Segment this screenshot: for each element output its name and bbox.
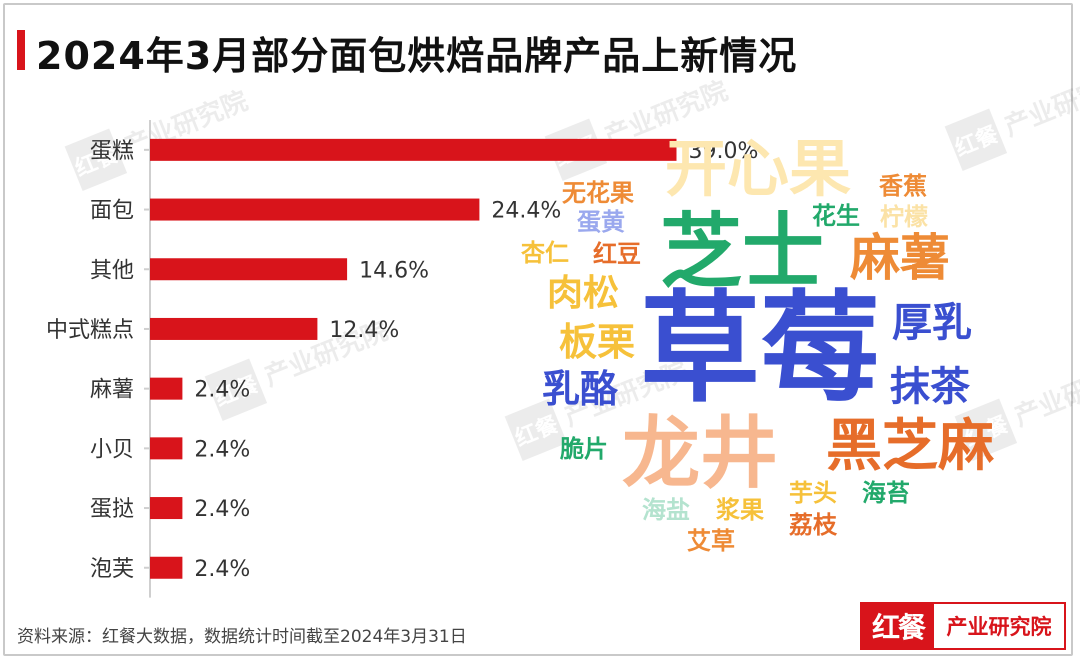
bar	[150, 258, 348, 281]
word-cloud-word: 黑芝麻	[826, 414, 994, 479]
category-label: 泡芙	[90, 557, 134, 582]
value-label: 12.4%	[329, 318, 399, 343]
source-note: 资料来源：红餐大数据，数据统计时间截至2024年3月31日	[17, 627, 467, 647]
word-cloud-word: 开心果	[665, 132, 851, 205]
category-label: 其他	[90, 258, 134, 283]
bar	[150, 437, 183, 460]
chart-title: 2024年3月部分面包烘焙品牌产品上新情况	[36, 34, 798, 78]
word-cloud-word: 抹茶	[890, 364, 971, 410]
value-label: 39.0%	[689, 139, 759, 164]
category-label: 小贝	[90, 437, 134, 462]
title-accent-bar	[17, 30, 25, 70]
word-cloud-word: 浆果	[716, 496, 764, 524]
brand-logo: 红餐 产业研究院	[860, 602, 1066, 650]
word-cloud-word: 柠檬	[880, 203, 928, 231]
word-cloud-word: 芝士	[660, 205, 824, 300]
word-cloud-word: 杏仁	[521, 239, 569, 267]
word-cloud-word: 红豆	[593, 240, 641, 268]
word-cloud-word: 香蕉	[879, 172, 927, 200]
bar	[150, 556, 183, 579]
word-cloud-word: 艾草	[687, 527, 735, 555]
word-cloud-word: 花生	[812, 202, 860, 230]
word-cloud-word: 麻薯	[850, 229, 950, 287]
word-cloud-word: 海盐	[642, 496, 690, 524]
word-cloud-word: 海苔	[862, 479, 910, 507]
value-label: 14.6%	[359, 258, 429, 283]
word-cloud-word: 芋头	[789, 479, 837, 507]
word-cloud-word: 板栗	[559, 320, 635, 364]
word-cloud-word: 厚乳	[892, 300, 972, 346]
value-label: 24.4%	[491, 199, 561, 224]
bar	[150, 317, 318, 340]
word-cloud-word: 肉松	[547, 273, 619, 314]
value-label: 2.4%	[194, 497, 250, 522]
bar	[150, 377, 183, 400]
word-cloud-word: 无花果	[562, 179, 634, 207]
logo-mark: 红餐	[862, 604, 934, 648]
category-label: 蛋糕	[90, 139, 134, 164]
value-label: 2.4%	[194, 437, 250, 462]
word-cloud-word: 龙井	[622, 409, 778, 499]
word-cloud-word: 乳酪	[542, 367, 619, 411]
category-label: 中式糕点	[46, 318, 134, 343]
word-cloud-word: 脆片	[559, 435, 608, 463]
logo-text: 产业研究院	[946, 615, 1052, 639]
category-label: 麻薯	[90, 378, 134, 403]
bar	[150, 198, 480, 221]
bar	[150, 138, 677, 161]
chart-frame	[3, 3, 1073, 656]
value-label: 2.4%	[194, 378, 250, 403]
word-cloud-word: 草莓	[640, 280, 880, 419]
word-cloud-word: 荔枝	[789, 511, 838, 539]
bar	[150, 497, 183, 520]
category-label: 蛋挞	[90, 497, 134, 522]
category-label: 面包	[90, 199, 134, 224]
word-cloud-word: 蛋黄	[577, 208, 625, 236]
value-label: 2.4%	[194, 557, 250, 582]
